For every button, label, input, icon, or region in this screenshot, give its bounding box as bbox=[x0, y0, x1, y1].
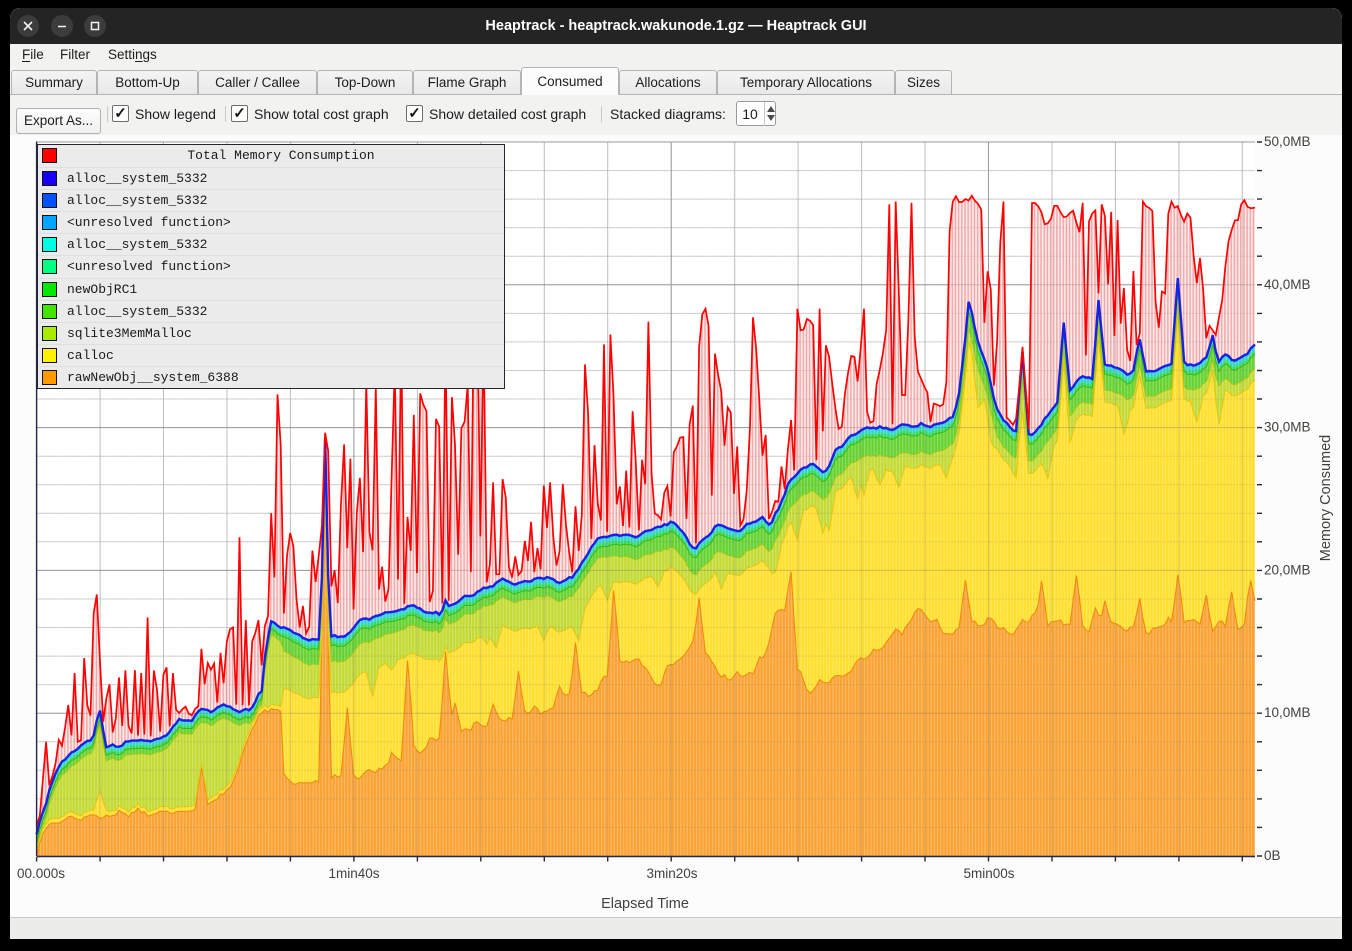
svg-text:Elapsed Time: Elapsed Time bbox=[601, 896, 689, 912]
svg-text:1min40s: 1min40s bbox=[328, 866, 379, 881]
svg-text:20,0MB: 20,0MB bbox=[1264, 562, 1311, 577]
svg-text:Memory Consumed: Memory Consumed bbox=[1318, 435, 1334, 562]
svg-text:50,0MB: 50,0MB bbox=[1264, 134, 1311, 149]
svg-text:40,0MB: 40,0MB bbox=[1264, 277, 1311, 292]
svg-text:30,0MB: 30,0MB bbox=[1264, 420, 1311, 435]
svg-text:10,0MB: 10,0MB bbox=[1264, 705, 1311, 720]
svg-text:5min00s: 5min00s bbox=[963, 866, 1014, 881]
svg-text:3min20s: 3min20s bbox=[646, 866, 697, 881]
svg-text:0B: 0B bbox=[1264, 848, 1281, 863]
svg-text:00.000s: 00.000s bbox=[17, 866, 65, 881]
